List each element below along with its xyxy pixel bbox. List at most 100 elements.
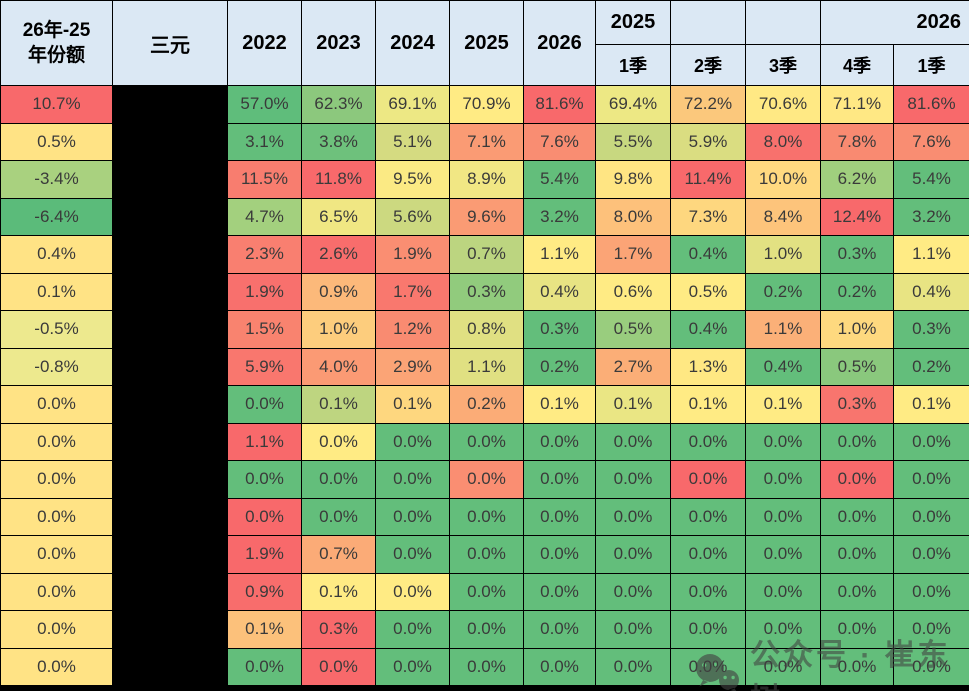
value-cell: 71.1%	[821, 86, 894, 124]
value-cell: 0.0%	[228, 498, 302, 536]
value-cell: 1.0%	[302, 311, 376, 349]
year-header-2025: 2025	[450, 1, 524, 86]
value-cell: 8.0%	[746, 123, 821, 161]
value-cell: 0.0%	[894, 573, 969, 611]
value-cell: 1.1%	[450, 348, 524, 386]
value-cell: 0.0%	[302, 648, 376, 686]
value-cell: 0.4%	[746, 348, 821, 386]
value-cell: 70.9%	[450, 86, 524, 124]
row-label-cell: 0.0%	[1, 573, 113, 611]
year-header-2024: 2024	[376, 1, 450, 86]
value-cell: 0.0%	[596, 498, 671, 536]
value-cell: 0.0%	[746, 423, 821, 461]
row-label-cell: 0.0%	[1, 498, 113, 536]
value-cell: 0.0%	[302, 461, 376, 499]
value-cell: 9.6%	[450, 198, 524, 236]
value-cell: 0.1%	[302, 386, 376, 424]
value-cell: 0.5%	[596, 311, 671, 349]
value-cell: 1.0%	[746, 236, 821, 274]
year-header-2023: 2023	[302, 1, 376, 86]
value-cell: 0.0%	[671, 498, 746, 536]
value-cell: 0.0%	[821, 536, 894, 574]
value-cell: 0.0%	[450, 423, 524, 461]
value-cell: 72.2%	[671, 86, 746, 124]
value-cell: 0.0%	[596, 648, 671, 686]
value-cell: 0.0%	[596, 536, 671, 574]
value-cell: 0.0%	[596, 611, 671, 649]
value-cell: 5.4%	[894, 161, 969, 199]
value-cell: 4.0%	[302, 348, 376, 386]
value-cell: 0.0%	[524, 536, 596, 574]
value-cell: 0.0%	[746, 573, 821, 611]
value-cell: 8.4%	[746, 198, 821, 236]
value-cell: 5.9%	[671, 123, 746, 161]
value-cell: 0.1%	[524, 386, 596, 424]
value-cell: 10.0%	[746, 161, 821, 199]
value-cell: 0.0%	[821, 423, 894, 461]
value-cell: 0.0%	[524, 423, 596, 461]
row-label-cell: -0.5%	[1, 311, 113, 349]
bottom-black-bar	[1, 686, 969, 691]
value-cell: 1.7%	[376, 273, 450, 311]
value-cell: 0.1%	[746, 386, 821, 424]
quarter-group-2025: 2025	[596, 1, 671, 45]
row-label-cell: 0.0%	[1, 536, 113, 574]
value-cell: 0.0%	[821, 461, 894, 499]
value-cell: 0.6%	[596, 273, 671, 311]
value-cell: 0.0%	[894, 611, 969, 649]
value-cell: 0.0%	[524, 573, 596, 611]
value-cell: 69.1%	[376, 86, 450, 124]
value-cell: 0.0%	[376, 573, 450, 611]
year-header-2022: 2022	[228, 1, 302, 86]
value-cell: 0.2%	[746, 273, 821, 311]
value-cell: 0.4%	[524, 273, 596, 311]
row-label-cell: 10.7%	[1, 86, 113, 124]
value-cell: 0.0%	[596, 461, 671, 499]
value-cell: 1.9%	[228, 273, 302, 311]
value-cell: 0.0%	[524, 648, 596, 686]
value-cell: 11.8%	[302, 161, 376, 199]
value-cell: 1.5%	[228, 311, 302, 349]
value-cell: 0.4%	[894, 273, 969, 311]
value-cell: 1.3%	[671, 348, 746, 386]
value-cell: 2.7%	[596, 348, 671, 386]
value-cell: 0.0%	[376, 648, 450, 686]
value-cell: 0.0%	[821, 611, 894, 649]
value-cell: 5.5%	[596, 123, 671, 161]
value-cell: 8.9%	[450, 161, 524, 199]
row-label-cell: 0.0%	[1, 423, 113, 461]
value-cell: 7.1%	[450, 123, 524, 161]
value-cell: 0.2%	[894, 348, 969, 386]
value-cell: 0.4%	[671, 311, 746, 349]
value-cell: 0.0%	[302, 498, 376, 536]
value-cell: 0.3%	[894, 311, 969, 349]
value-cell: 12.4%	[821, 198, 894, 236]
value-cell: 0.0%	[671, 648, 746, 686]
value-cell: 0.3%	[821, 236, 894, 274]
value-cell: 0.3%	[450, 273, 524, 311]
value-cell: 7.6%	[894, 123, 969, 161]
row-label-cell: 0.0%	[1, 611, 113, 649]
value-cell: 0.0%	[746, 498, 821, 536]
row-label-cell: 0.0%	[1, 648, 113, 686]
value-cell: 0.3%	[302, 611, 376, 649]
value-cell: 3.1%	[228, 123, 302, 161]
value-cell: 2.6%	[302, 236, 376, 274]
value-cell: 0.0%	[894, 423, 969, 461]
value-cell: 0.0%	[746, 461, 821, 499]
value-cell: 0.0%	[450, 648, 524, 686]
value-cell: 1.9%	[376, 236, 450, 274]
value-cell: 0.5%	[821, 348, 894, 386]
value-cell: 9.5%	[376, 161, 450, 199]
value-cell: 7.3%	[671, 198, 746, 236]
value-cell: 0.7%	[450, 236, 524, 274]
value-cell: 0.0%	[821, 573, 894, 611]
material-header-cell: 三元	[113, 1, 228, 86]
value-cell: 0.8%	[450, 311, 524, 349]
value-cell: 0.0%	[228, 461, 302, 499]
value-cell: 0.0%	[596, 423, 671, 461]
value-cell: 0.0%	[894, 536, 969, 574]
quarter-header-q4-2025: 4季	[821, 45, 894, 86]
value-cell: 3.2%	[524, 198, 596, 236]
